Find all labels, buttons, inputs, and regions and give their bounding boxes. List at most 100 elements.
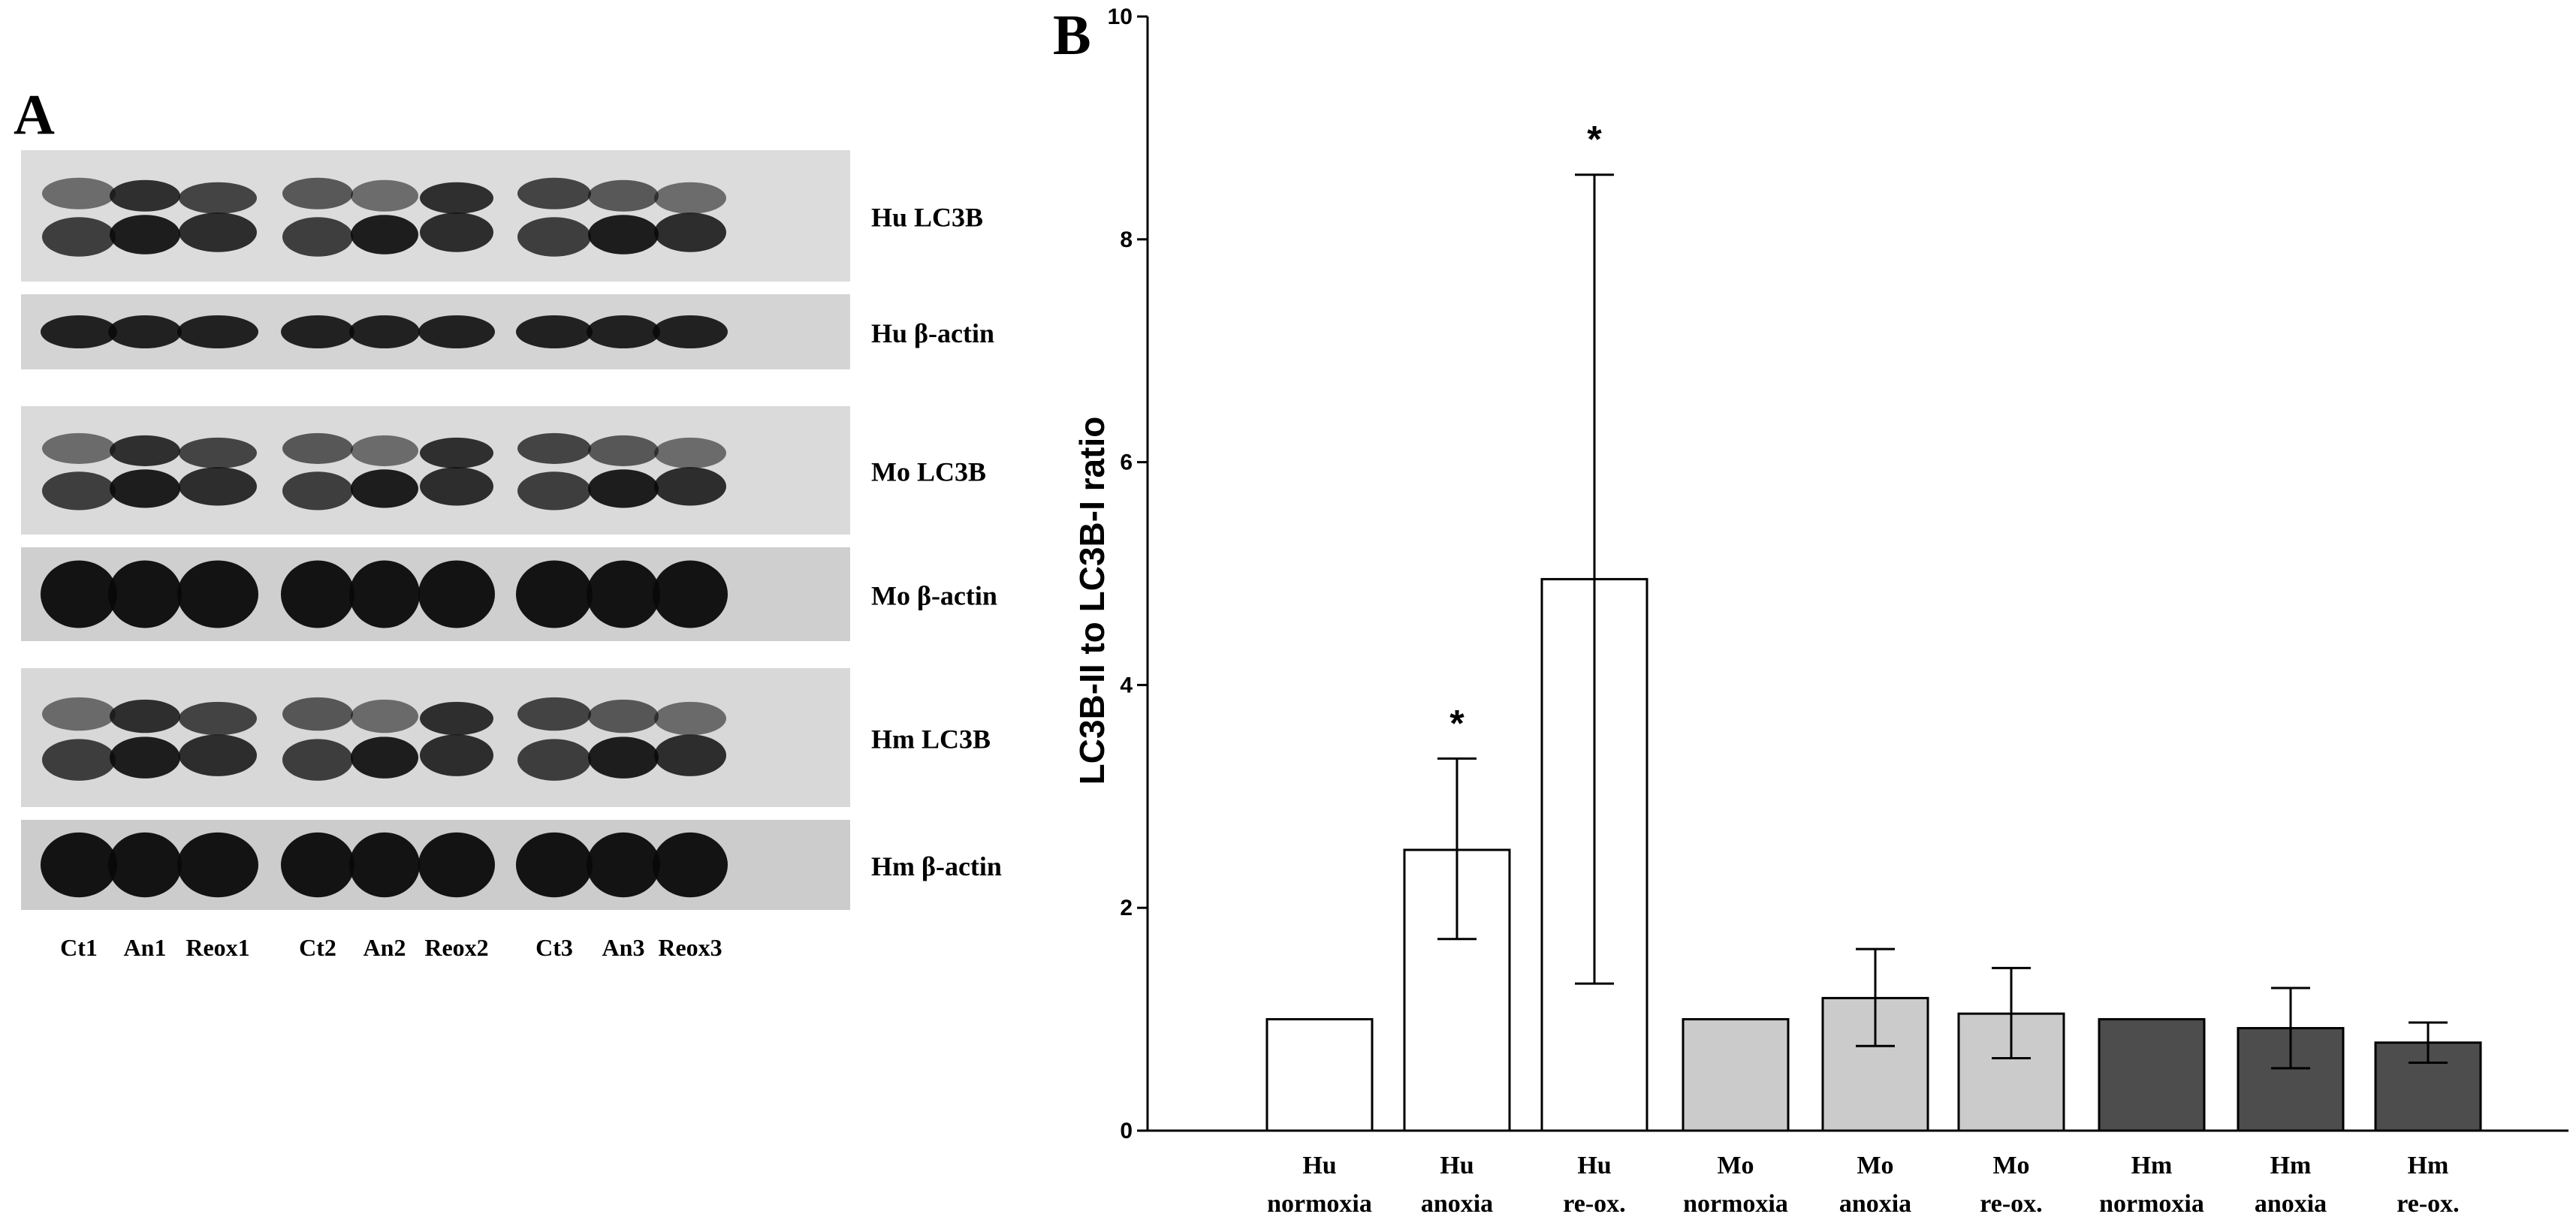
band-lower bbox=[588, 736, 659, 779]
x-label-line2: anoxia bbox=[1421, 1190, 1493, 1218]
band-upper bbox=[654, 437, 726, 468]
panel-b-label: B bbox=[1053, 4, 1091, 67]
lane-label: Reox3 bbox=[658, 934, 722, 961]
x-label-line1: Mo bbox=[1992, 1152, 2029, 1179]
band-upper bbox=[517, 697, 591, 731]
band-upper bbox=[588, 179, 659, 212]
band-lower bbox=[517, 471, 591, 511]
x-label-line1: Hu bbox=[1577, 1152, 1611, 1179]
x-tick-label: Mo re-ox. bbox=[1980, 1152, 2042, 1218]
band-lower bbox=[42, 217, 116, 257]
band-lower bbox=[42, 471, 116, 511]
band bbox=[108, 560, 182, 628]
band-lower bbox=[282, 739, 353, 781]
band-lower bbox=[110, 215, 180, 255]
lane-label: Reox2 bbox=[424, 934, 488, 961]
blot-strip: Hu LC3B bbox=[21, 150, 983, 282]
band-lower bbox=[517, 217, 591, 257]
blot-membrane bbox=[21, 406, 850, 535]
x-tick-label: Hu anoxia bbox=[1421, 1152, 1493, 1218]
x-label-line2: anoxia bbox=[2255, 1190, 2327, 1218]
significance-star: * bbox=[1449, 702, 1464, 744]
y-tick-label: 2 bbox=[1120, 896, 1133, 920]
blot-label: Hu β-actin bbox=[871, 318, 994, 348]
band-upper bbox=[282, 432, 353, 464]
band-lower bbox=[282, 217, 353, 257]
bars bbox=[1265, 577, 2482, 1132]
y-tick-label: 8 bbox=[1120, 227, 1133, 252]
error-bar bbox=[1856, 947, 1895, 1047]
y-axis-label: LC3B-II to LC3B-I ratio bbox=[1072, 417, 1112, 785]
bar bbox=[2098, 1018, 2206, 1132]
band bbox=[653, 832, 728, 898]
x-tick-label: Hu re-ox. bbox=[1563, 1152, 1625, 1218]
band-lower bbox=[420, 212, 493, 252]
x-label-line2: anoxia bbox=[1839, 1190, 1911, 1218]
bar bbox=[1821, 996, 1929, 1132]
band-lower bbox=[654, 467, 726, 506]
panel-a-label: A bbox=[14, 83, 55, 146]
x-label-line1: Hm bbox=[2131, 1152, 2173, 1179]
band bbox=[516, 832, 593, 898]
band-upper bbox=[282, 697, 353, 731]
band bbox=[349, 560, 420, 628]
band-upper bbox=[351, 179, 418, 212]
significance-star: * bbox=[1587, 119, 1602, 161]
error-bar bbox=[2271, 987, 2310, 1070]
band-upper bbox=[517, 177, 591, 209]
band bbox=[349, 315, 420, 348]
y-tick-label: 4 bbox=[1120, 673, 1133, 697]
band bbox=[653, 315, 728, 348]
lane-label: Reox1 bbox=[186, 934, 249, 961]
blot-label: Hm LC3B bbox=[871, 724, 991, 755]
y-tick-label: 0 bbox=[1120, 1119, 1133, 1143]
lane-label: Ct3 bbox=[535, 934, 573, 961]
x-tick-label: Hm normoxia bbox=[2099, 1152, 2204, 1218]
band-lower bbox=[420, 467, 493, 506]
band bbox=[653, 560, 728, 628]
band bbox=[516, 560, 593, 628]
x-tick-label: Hu normoxia bbox=[1267, 1152, 1372, 1218]
band-lower bbox=[179, 734, 257, 776]
lane-label: An2 bbox=[363, 934, 406, 961]
y-tick-label: 6 bbox=[1120, 450, 1133, 475]
band-upper bbox=[351, 435, 418, 466]
band-lower bbox=[351, 215, 418, 255]
band-upper bbox=[420, 182, 493, 214]
x-label-line2: normoxia bbox=[1683, 1190, 1788, 1218]
bar bbox=[1682, 1018, 1790, 1132]
blot-strip: Mo β-actin bbox=[21, 547, 997, 641]
error-bar bbox=[1575, 173, 1614, 985]
x-label-line2: re-ox. bbox=[2397, 1190, 2459, 1218]
band-lower bbox=[179, 467, 257, 506]
band-upper bbox=[179, 182, 257, 214]
band-upper bbox=[42, 177, 116, 209]
band-lower bbox=[351, 736, 418, 779]
blot-strip: Mo LC3B bbox=[21, 406, 986, 535]
band bbox=[281, 560, 354, 628]
band-lower bbox=[282, 471, 353, 511]
band bbox=[281, 315, 354, 348]
band-lower bbox=[517, 739, 591, 781]
x-label-line1: Hu bbox=[1440, 1152, 1474, 1179]
band-upper bbox=[654, 182, 726, 214]
lane-label: An3 bbox=[602, 934, 645, 961]
band-upper bbox=[179, 701, 257, 736]
error-bars bbox=[1437, 173, 2448, 1070]
x-tick-label: Mo anoxia bbox=[1839, 1152, 1911, 1218]
x-label-line1: Hu bbox=[1302, 1152, 1336, 1179]
band-upper bbox=[110, 699, 180, 733]
significance-markers: ** bbox=[1449, 119, 1602, 745]
band bbox=[418, 315, 495, 348]
x-tick-label: Hm anoxia bbox=[2255, 1152, 2327, 1218]
lane-label: Ct2 bbox=[299, 934, 336, 961]
band bbox=[177, 832, 258, 898]
band bbox=[108, 315, 182, 348]
blot-strip: Hm LC3B bbox=[21, 668, 991, 807]
band bbox=[587, 560, 660, 628]
blot-membrane bbox=[21, 150, 850, 282]
band-upper bbox=[282, 177, 353, 209]
error-bar bbox=[1437, 757, 1477, 941]
x-label-line1: Hm bbox=[2270, 1152, 2312, 1179]
